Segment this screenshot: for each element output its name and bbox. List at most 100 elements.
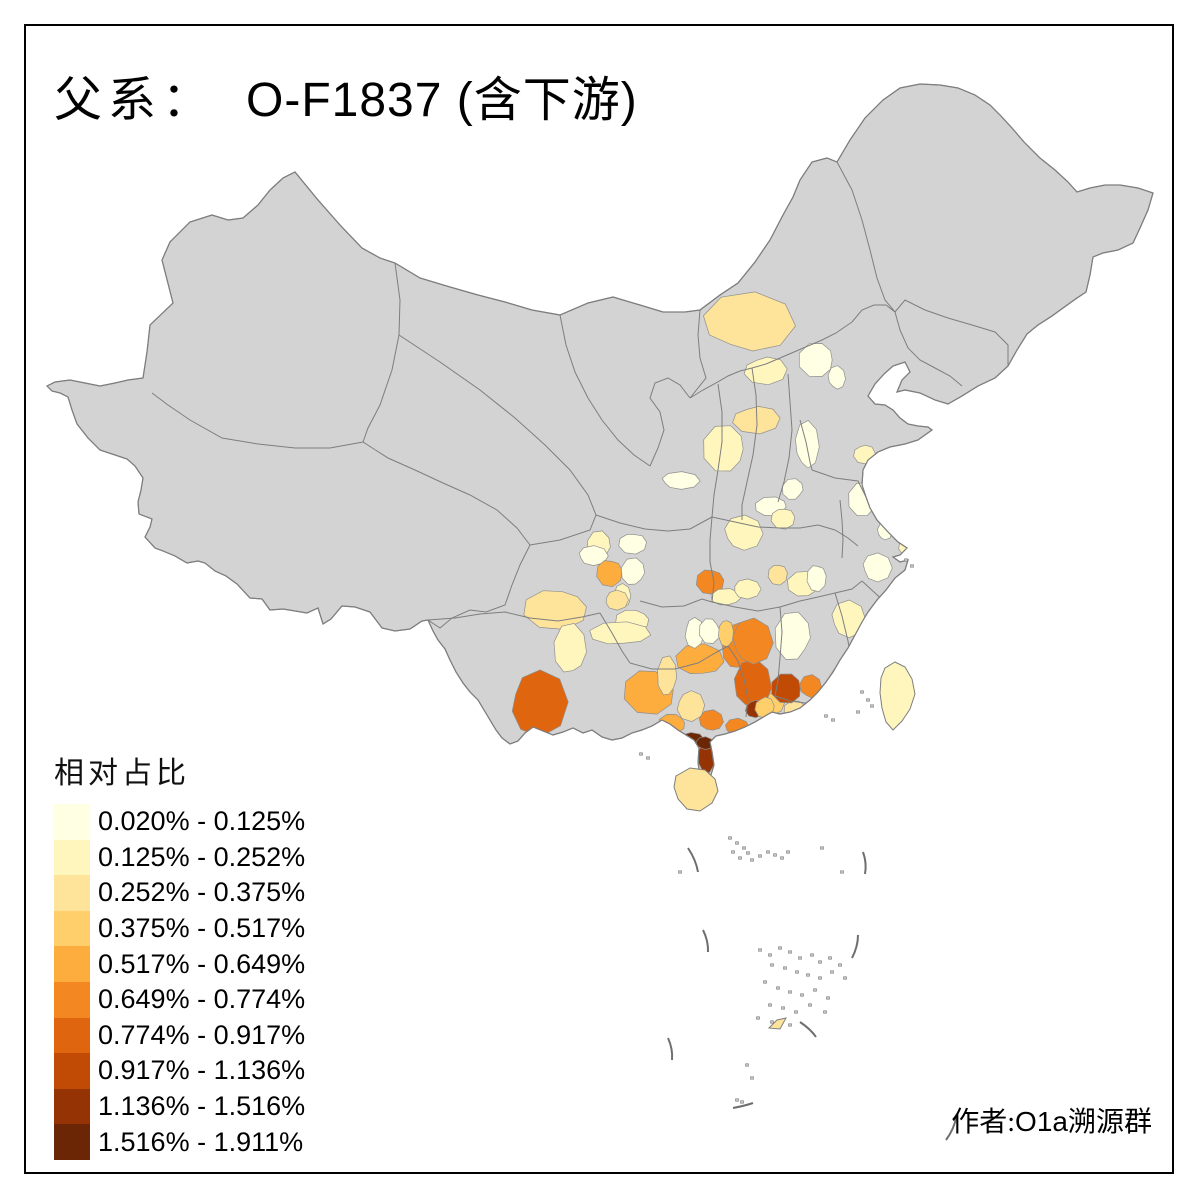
dash-segment xyxy=(702,929,710,953)
island-dot xyxy=(742,846,746,850)
island-dot xyxy=(823,1010,827,1014)
island-dot xyxy=(768,1003,772,1007)
province-border xyxy=(751,321,853,369)
prefecture-patch xyxy=(724,514,764,551)
dash-segment xyxy=(851,934,859,959)
province-borders xyxy=(151,161,1009,718)
island-dot xyxy=(770,963,774,967)
island-dot xyxy=(795,970,799,974)
island-dot xyxy=(798,956,802,960)
province-border xyxy=(427,611,601,622)
prefecture-patch xyxy=(718,620,734,648)
legend-range-label: 0.375% - 0.517% xyxy=(98,913,306,944)
province-border xyxy=(711,601,781,612)
province-border xyxy=(799,419,813,471)
province-border xyxy=(629,645,729,670)
island-dot xyxy=(731,850,735,854)
island-dot xyxy=(746,851,750,855)
legend-swatch-2 xyxy=(54,839,90,876)
legend-range-label: 0.020% - 0.125% xyxy=(98,806,306,837)
province-border xyxy=(689,367,753,399)
legend-swatch-7 xyxy=(54,1017,90,1054)
legend-swatch-10 xyxy=(54,1124,90,1160)
legend-swatch-5 xyxy=(54,946,90,982)
island-dot xyxy=(866,698,870,702)
author-pre: 作者: xyxy=(951,1107,1016,1138)
island-dot xyxy=(840,870,844,874)
island-dot xyxy=(818,976,822,980)
legend-row: 1.516% - 1.911% xyxy=(54,1124,305,1160)
island-dot xyxy=(826,996,830,1000)
province-border xyxy=(727,645,749,718)
prefecture-patch xyxy=(795,419,820,469)
prefecture-patch xyxy=(850,640,871,664)
island-dot xyxy=(828,956,832,960)
province-border xyxy=(151,392,364,449)
island-dot xyxy=(838,963,842,967)
prefecture-patch xyxy=(661,471,701,490)
island-dot xyxy=(818,960,822,964)
prefecture-patch xyxy=(605,589,629,611)
island-dot xyxy=(820,846,824,850)
province-border xyxy=(836,161,896,313)
island-dot xyxy=(646,756,650,760)
title-prefix: 父系： xyxy=(54,74,217,127)
province-border xyxy=(398,334,597,546)
prefecture-patch xyxy=(734,578,762,600)
legend-title: 相对占比 xyxy=(54,757,190,790)
island-dot xyxy=(904,558,908,562)
province-border xyxy=(711,383,723,518)
province-border xyxy=(894,299,1009,366)
island-dot xyxy=(843,976,847,980)
island-dot xyxy=(678,870,682,874)
prefecture-patch xyxy=(862,552,893,583)
page-title: 父系： O-F1837 (含下游) xyxy=(54,60,638,130)
province-border xyxy=(709,516,715,603)
nine-dash-line xyxy=(667,847,957,1141)
legend-range-label: 1.136% - 1.516% xyxy=(98,1091,306,1122)
dash-segment xyxy=(732,1102,754,1109)
legend-swatch-6 xyxy=(54,981,90,1018)
legend-range-label: 0.252% - 0.375% xyxy=(98,877,306,908)
legend-range-label: 0.649% - 0.774% xyxy=(98,984,306,1015)
prefecture-patch xyxy=(710,588,742,606)
prefecture-patch xyxy=(511,669,569,738)
island-dot xyxy=(738,856,742,860)
island-dot xyxy=(810,953,814,957)
island-dot xyxy=(794,1010,798,1014)
legend-row: 1.136% - 1.516% xyxy=(54,1088,306,1125)
legend-range-label: 0.517% - 0.649% xyxy=(98,948,306,979)
province-border xyxy=(595,514,713,532)
legend-swatch-1 xyxy=(54,804,90,840)
legend-row: 0.649% - 0.774% xyxy=(54,981,306,1018)
prefecture-patch xyxy=(703,291,796,352)
prefecture-patch xyxy=(553,623,587,673)
hainan-island xyxy=(673,767,719,812)
island-dot xyxy=(776,986,780,990)
island-dot xyxy=(758,948,762,952)
island-dot xyxy=(786,850,790,854)
legend-row: 0.125% - 0.252% xyxy=(54,839,305,876)
prefecture-patch xyxy=(851,670,871,692)
legend-swatch-9 xyxy=(54,1088,90,1125)
province-border xyxy=(559,314,651,467)
province-border xyxy=(362,441,531,546)
island-dot xyxy=(750,858,754,862)
island-dot xyxy=(735,1098,739,1102)
province-border xyxy=(839,499,844,559)
prefecture-patch xyxy=(618,533,647,555)
prefecture-patch xyxy=(589,621,652,645)
prefecture-patch xyxy=(684,616,705,649)
province-border xyxy=(811,469,867,498)
province-border xyxy=(689,309,707,399)
island-dot xyxy=(788,990,792,994)
legend-range-label: 0.774% - 0.917% xyxy=(98,1019,306,1050)
island-dot xyxy=(766,850,770,854)
island-dot xyxy=(768,953,772,957)
province-border xyxy=(362,262,401,443)
prefecture-patch xyxy=(771,673,801,704)
province-border xyxy=(711,516,819,529)
legend-row: 0.517% - 0.649% xyxy=(54,946,305,982)
south-sea-islet xyxy=(767,1017,787,1030)
